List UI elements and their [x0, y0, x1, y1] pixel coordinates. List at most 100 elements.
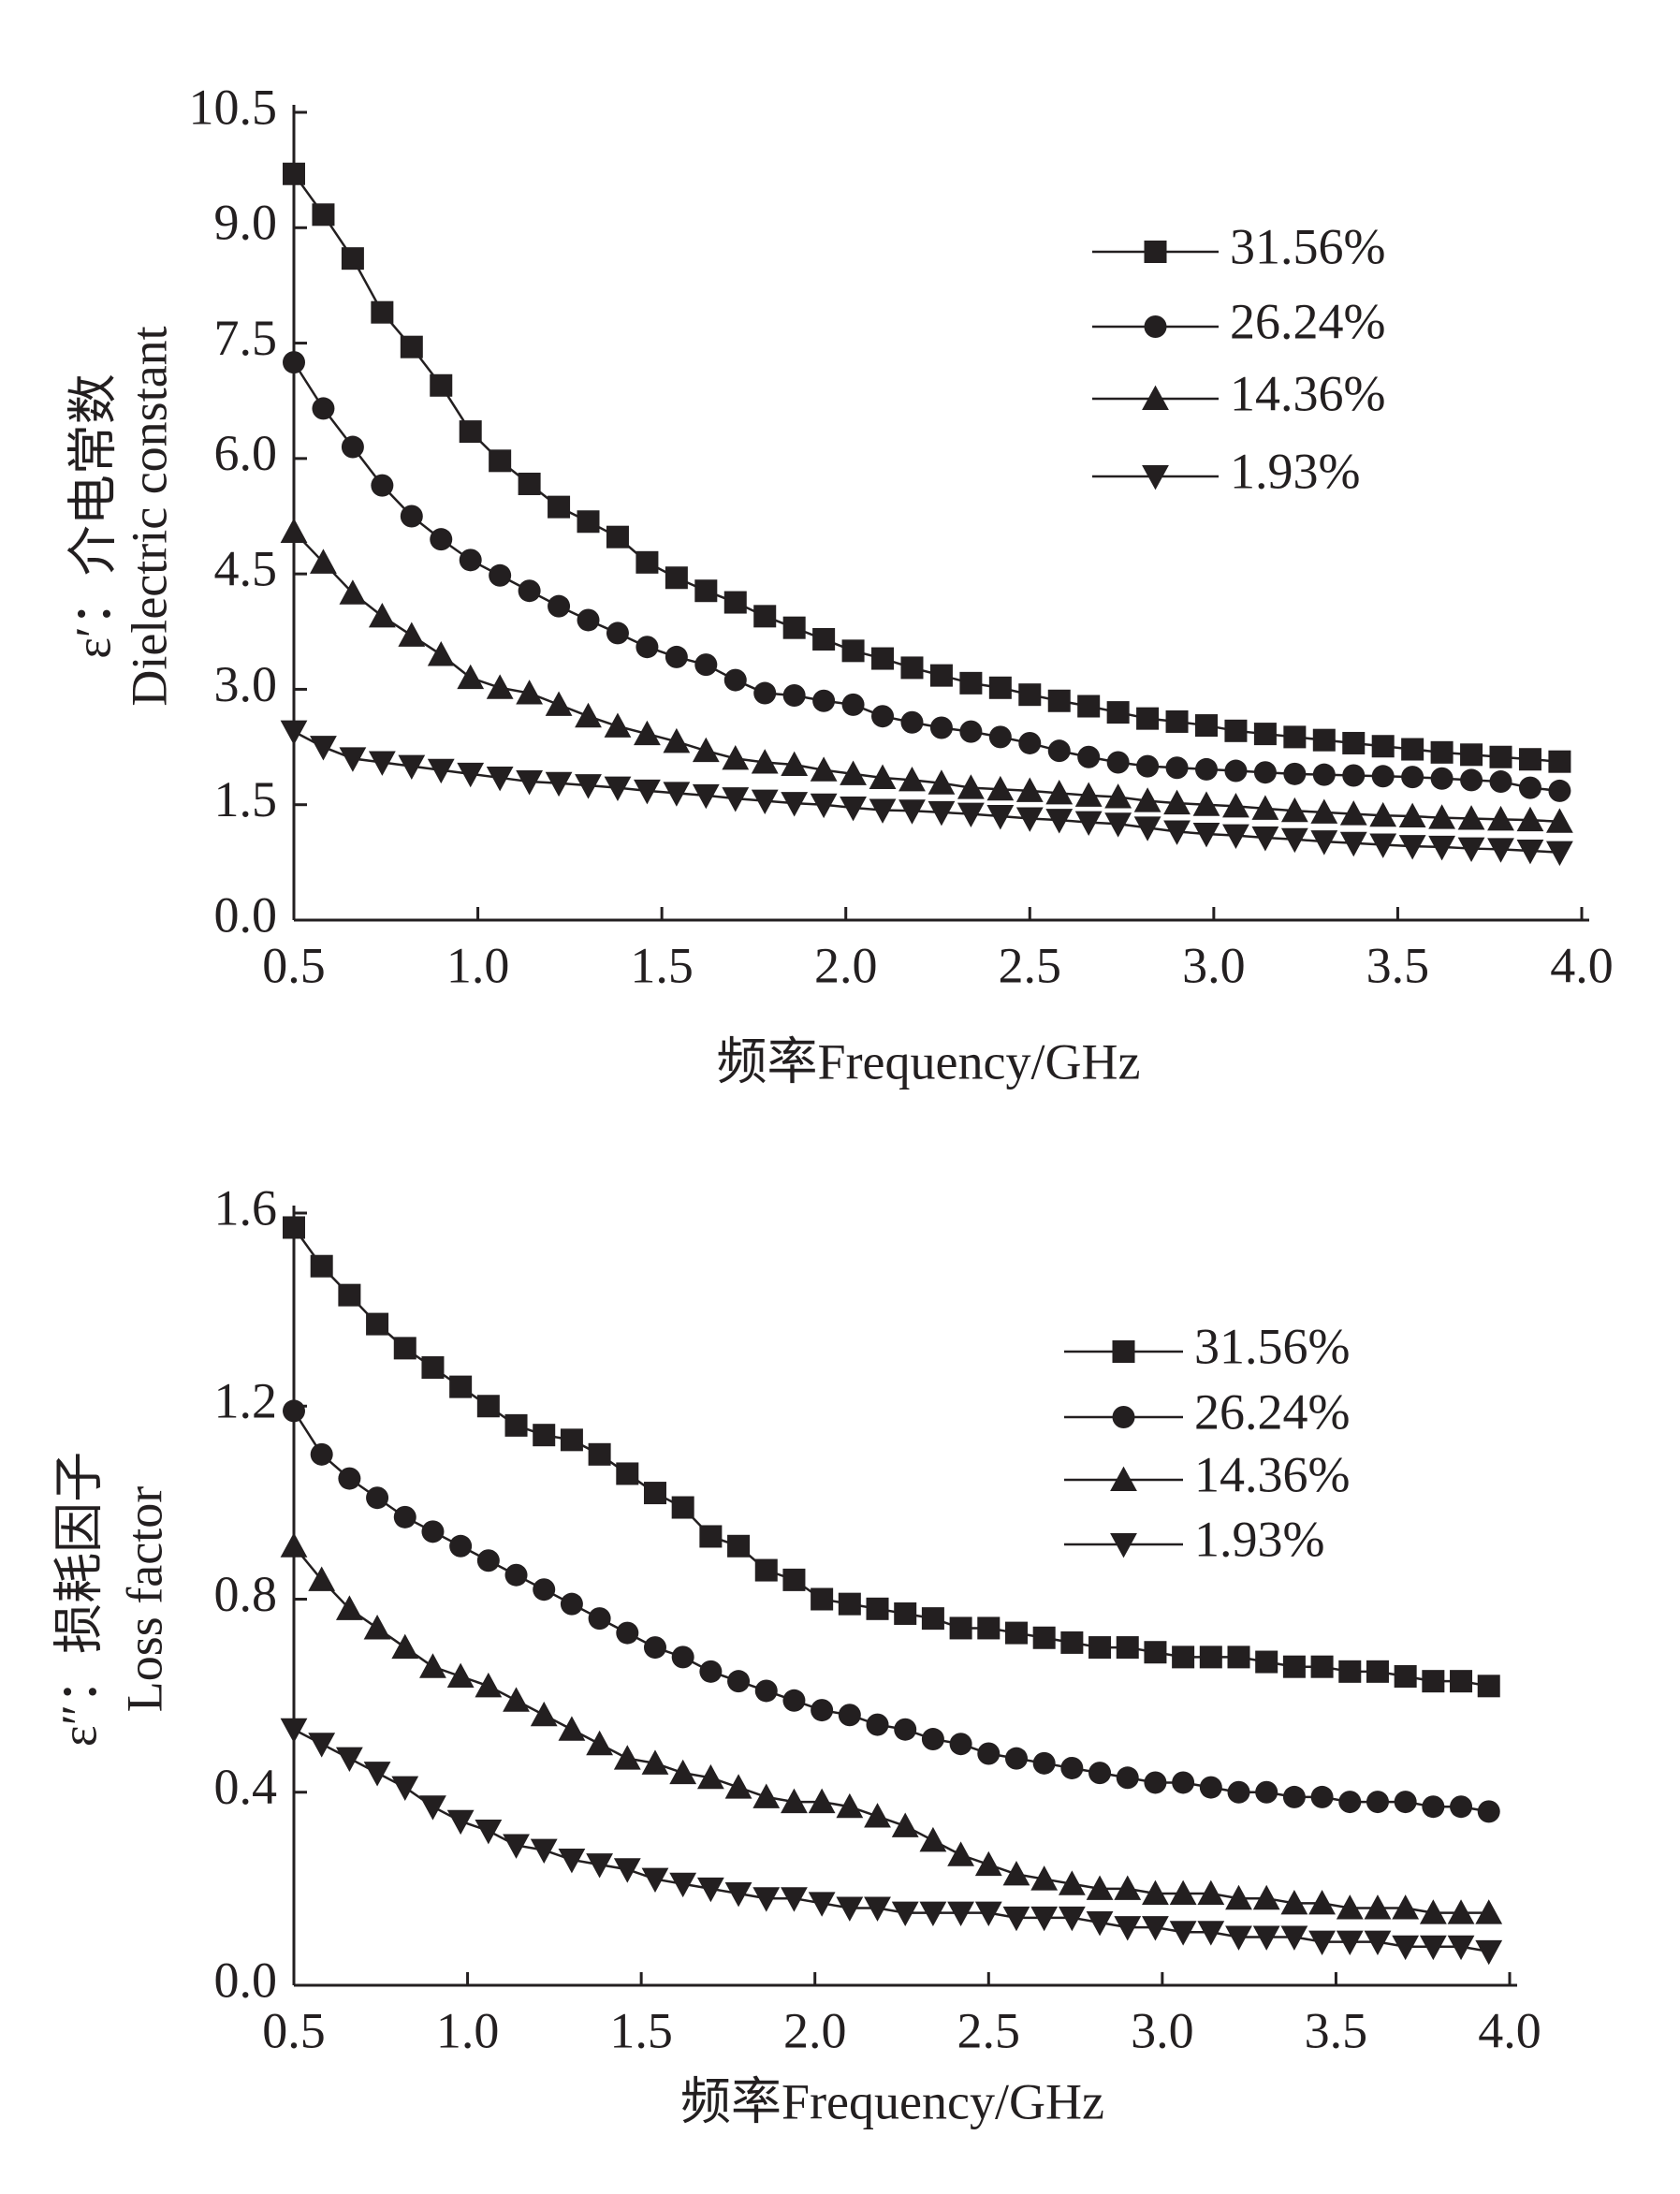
data-point	[665, 645, 688, 668]
data-point	[588, 1442, 611, 1466]
data-point	[1045, 809, 1074, 834]
data-point	[957, 774, 985, 799]
legend-label: 26.24%	[1194, 1383, 1350, 1440]
data-point	[1487, 805, 1514, 831]
data-point	[1308, 1889, 1336, 1915]
y-axis-label: ε″：损耗因子	[51, 1452, 107, 1747]
data-point	[1144, 1641, 1167, 1664]
data-point	[751, 789, 779, 815]
data-point	[836, 1792, 864, 1819]
data-point	[841, 639, 865, 663]
data-point	[1398, 835, 1426, 860]
data-point	[393, 1505, 416, 1528]
data-point	[1312, 728, 1336, 752]
data-point	[643, 1636, 666, 1660]
data-point	[671, 1496, 694, 1519]
data-point	[866, 1713, 889, 1736]
data-point	[560, 1428, 583, 1452]
data-point	[891, 1901, 919, 1927]
data-point	[1004, 1747, 1028, 1770]
data-point	[810, 793, 838, 819]
y-tick-label: 0.4	[214, 1759, 278, 1815]
data-point	[393, 1337, 416, 1360]
data-point	[560, 1592, 583, 1616]
data-point	[1282, 1785, 1306, 1808]
data-point	[919, 1901, 947, 1927]
data-point	[1172, 1646, 1195, 1669]
data-point	[1489, 745, 1512, 768]
data-point	[1489, 770, 1512, 794]
data-point	[604, 776, 632, 802]
legend-label: 31.56%	[1194, 1318, 1350, 1374]
data-point	[754, 1558, 778, 1582]
data-point	[1086, 1910, 1114, 1937]
data-point	[558, 1716, 586, 1741]
data-point	[1225, 1925, 1252, 1951]
data-point	[530, 1701, 558, 1727]
data-point	[1224, 759, 1248, 783]
data-point	[310, 1442, 333, 1466]
y-tick-label: 1.5	[214, 771, 278, 827]
data-point	[1422, 1670, 1445, 1693]
data-point	[641, 1749, 669, 1775]
data-point	[1133, 787, 1161, 812]
data-point	[1310, 1655, 1334, 1678]
data-point	[504, 1563, 528, 1587]
data-point	[1088, 1636, 1112, 1660]
data-point	[1225, 1884, 1252, 1910]
data-point	[1252, 1884, 1280, 1910]
data-point	[419, 1795, 446, 1821]
y-axis-label: Dielectric constant	[121, 326, 177, 706]
data-point	[921, 1728, 944, 1751]
y-tick-label: 3.0	[214, 656, 278, 712]
data-point	[1047, 689, 1071, 712]
data-point	[1015, 777, 1044, 802]
data-point	[1252, 1925, 1280, 1951]
series-line	[292, 361, 1560, 793]
data-point	[1165, 756, 1189, 780]
data-point	[1401, 766, 1424, 789]
data-point	[696, 1877, 724, 1903]
data-point	[391, 1633, 419, 1660]
data-point	[869, 764, 897, 789]
data-point	[988, 725, 1012, 749]
data-point	[1224, 719, 1248, 742]
x-tick-label: 1.0	[446, 937, 510, 993]
x-axis-label: 频率Frequency/GHz	[717, 1033, 1141, 1090]
data-point	[1106, 751, 1130, 774]
data-point	[1477, 1675, 1500, 1698]
y-tick-label: 1.6	[214, 1179, 278, 1236]
data-point	[1172, 1771, 1195, 1794]
data-point	[1074, 811, 1103, 837]
data-point	[310, 736, 337, 761]
data-point	[1163, 820, 1191, 845]
data-point	[1251, 795, 1279, 820]
data-point	[1428, 835, 1456, 861]
data-point	[949, 1733, 972, 1756]
data-point	[1516, 840, 1544, 865]
data-point	[363, 1615, 391, 1640]
data-point	[1394, 1665, 1417, 1688]
data-point	[634, 779, 661, 805]
data-point	[752, 1783, 781, 1808]
data-point	[669, 1872, 697, 1898]
data-point	[1192, 822, 1220, 848]
data-point	[1077, 695, 1101, 718]
data-point	[430, 373, 453, 397]
data-point	[476, 1395, 500, 1418]
data-point	[723, 668, 747, 692]
data-point	[1047, 739, 1071, 763]
x-tick-label: 2.5	[957, 2002, 1021, 2058]
data-point	[1251, 826, 1279, 852]
data-point	[504, 1413, 528, 1437]
legend-marker	[1110, 1466, 1137, 1491]
legend-marker	[1142, 465, 1169, 490]
data-point	[1447, 1899, 1475, 1924]
data-point	[335, 1595, 363, 1620]
data-point	[475, 1672, 503, 1698]
data-point	[724, 1774, 752, 1799]
data-point	[1197, 1921, 1225, 1946]
data-point	[486, 674, 514, 699]
data-point	[1018, 683, 1042, 707]
data-point	[1222, 824, 1249, 849]
